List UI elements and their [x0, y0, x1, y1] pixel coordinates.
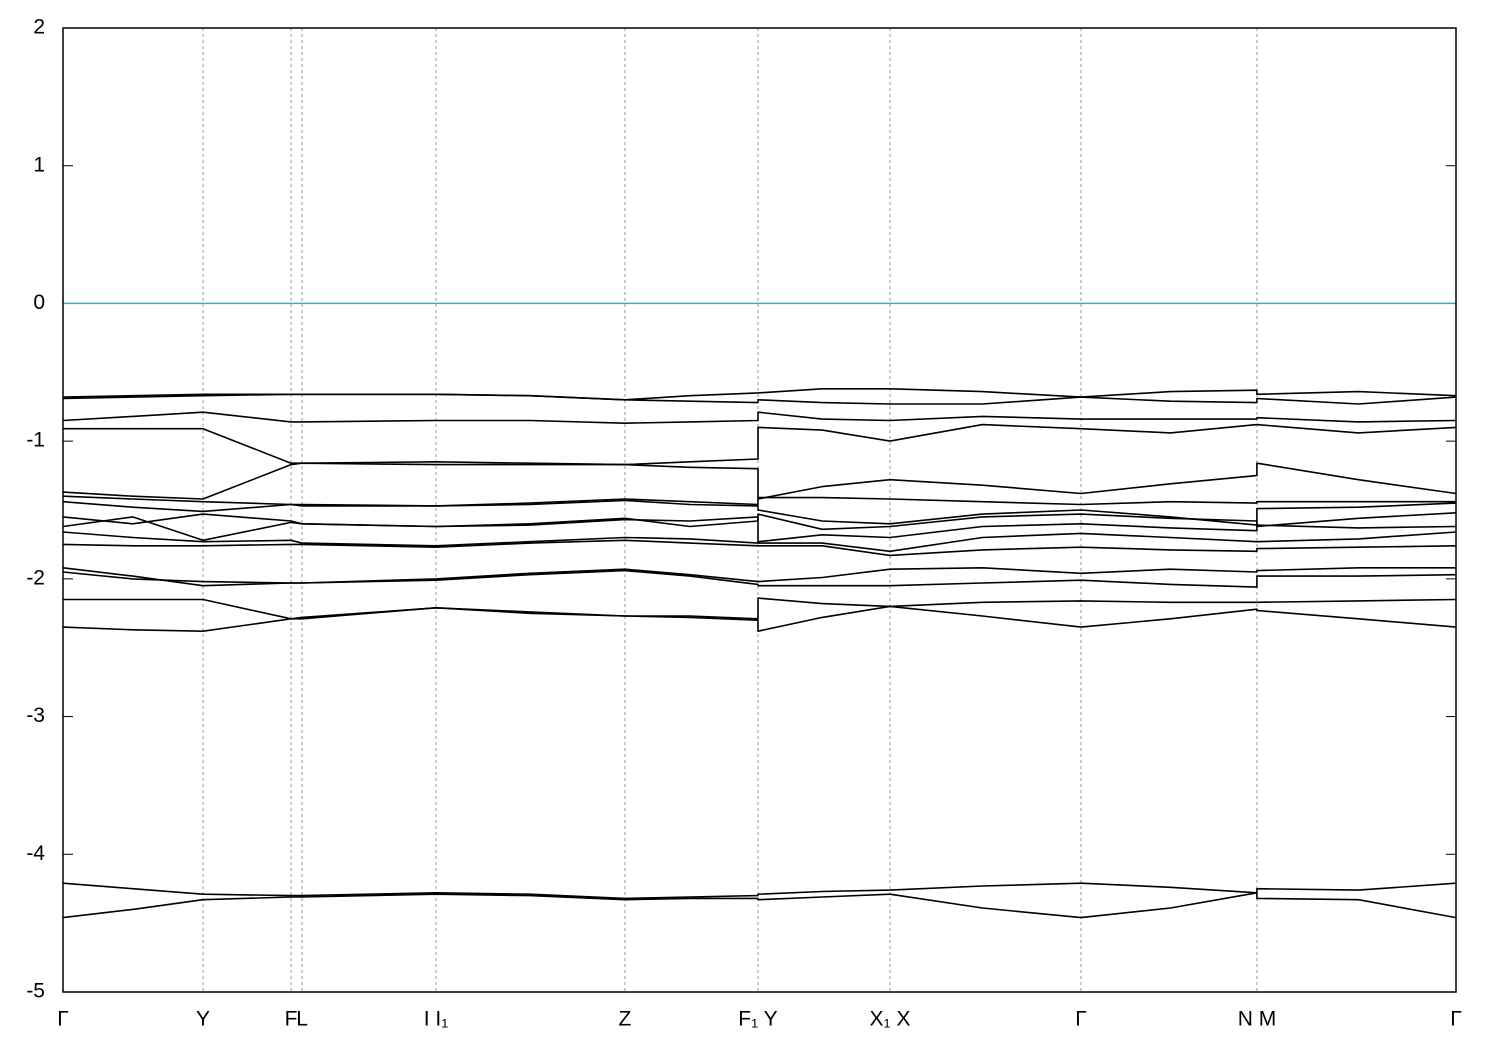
x-tick-label: Γ — [1075, 1008, 1087, 1031]
band-line — [63, 597, 1457, 620]
y-tick-label: 2 — [33, 16, 45, 39]
band-line — [62, 539, 1457, 557]
band-line — [62, 892, 1457, 919]
y-tick-label: 0 — [33, 291, 45, 314]
y-tick-label: -1 — [26, 429, 45, 452]
y-tick-label: -3 — [26, 704, 45, 727]
band-line — [62, 531, 1457, 553]
y-tick-label: 1 — [33, 153, 45, 176]
band-line — [62, 411, 1457, 424]
x-tick-label: Γ — [57, 1008, 69, 1031]
band-line — [63, 423, 1457, 466]
band-line — [62, 569, 1457, 588]
band-line — [62, 516, 1457, 543]
x-tick-label: F₁ Y — [738, 1008, 777, 1031]
band-line — [62, 605, 1457, 632]
band-line — [62, 393, 1457, 405]
x-tick-label: L — [296, 1008, 308, 1031]
plot-frame — [62, 27, 1457, 993]
band-line — [62, 462, 1457, 500]
x-tick-label: N M — [1238, 1008, 1277, 1031]
band-line — [62, 499, 1457, 526]
x-tick-label: Y — [196, 1008, 210, 1031]
y-tick-label: -2 — [26, 566, 45, 589]
x-tick-label: X₁ X — [870, 1008, 911, 1031]
y-tick-label: -5 — [26, 980, 45, 1003]
x-tick-label: Z — [619, 1008, 632, 1031]
band-line — [62, 882, 1457, 900]
x-tick-label: I I₁ — [424, 1008, 449, 1031]
x-tick-label: F — [285, 1008, 298, 1031]
x-tick-label: Γ — [1450, 1008, 1462, 1031]
band-line — [62, 495, 1456, 507]
y-tick-label: -4 — [26, 842, 45, 865]
